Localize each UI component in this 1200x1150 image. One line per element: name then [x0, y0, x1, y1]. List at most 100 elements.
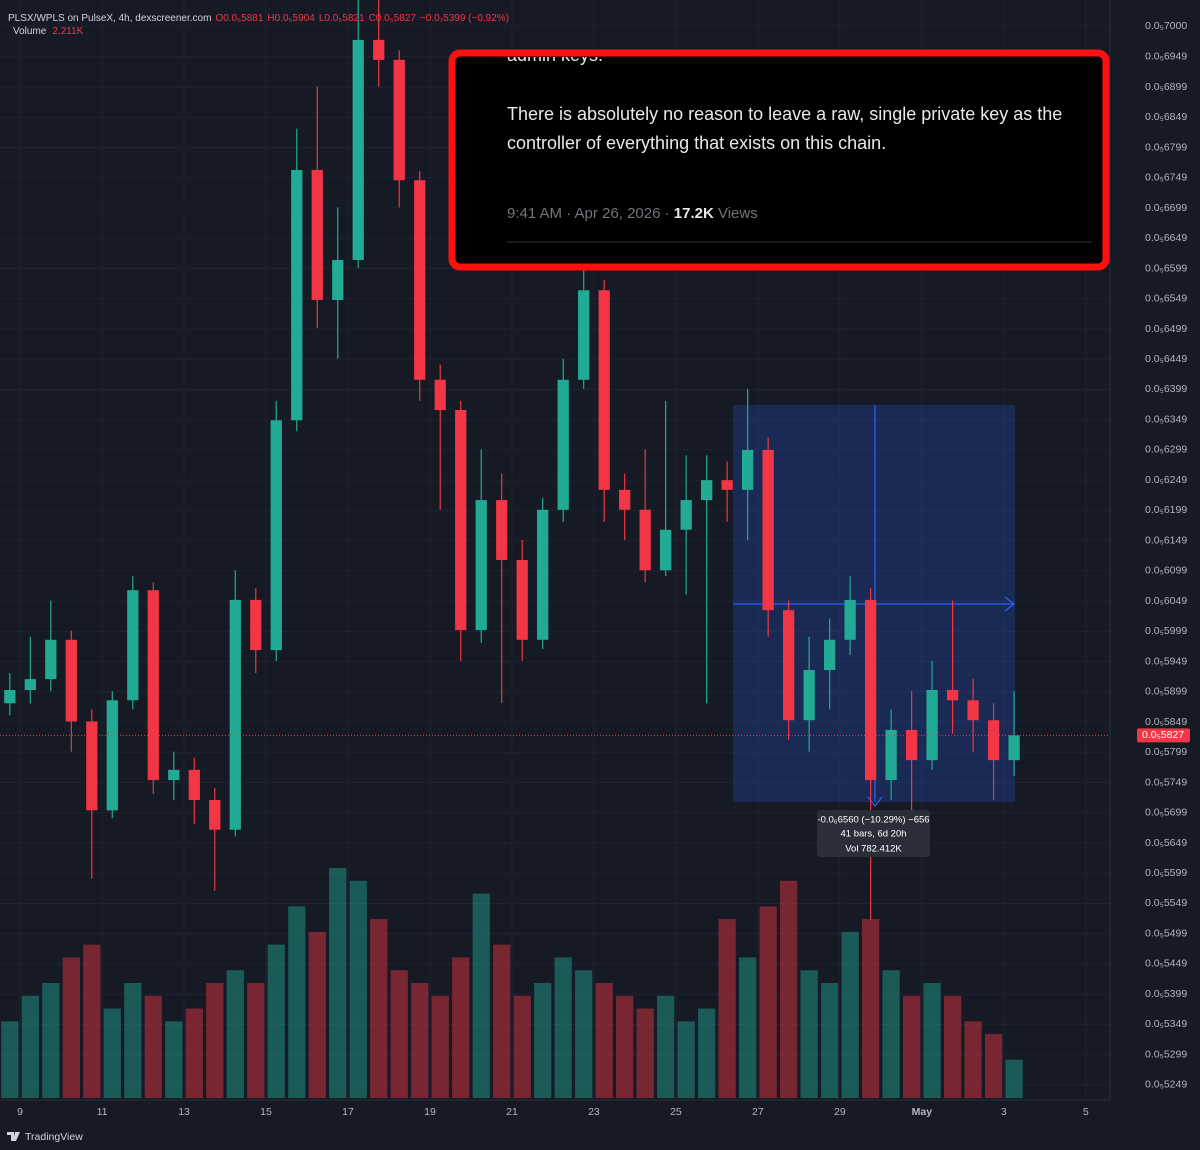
- x-tick-label: 11: [97, 1106, 108, 1118]
- volume-bar: [616, 995, 634, 1098]
- ohlc-change: −0.0₇5399 (−0.92%): [420, 13, 509, 24]
- candle-body: [967, 700, 979, 721]
- volume-bar: [636, 1008, 654, 1098]
- volume-bar: [370, 919, 388, 1098]
- volume-bar: [821, 983, 839, 1098]
- brand: TradingView: [25, 1131, 83, 1143]
- x-tick-label: 27: [752, 1106, 764, 1118]
- y-tick-label: 0.0₅5649: [1145, 837, 1187, 849]
- y-tick-label: 0.0₅6649: [1145, 232, 1187, 244]
- volume-bar: [903, 995, 921, 1098]
- volume-label: Volume: [13, 26, 47, 37]
- x-tick-label: 3: [1001, 1106, 1007, 1118]
- y-tick-label: 0.0₅5899: [1145, 686, 1187, 698]
- legend-line: PLSX/WPLS on PulseX, 4h, dexscreener.com…: [8, 13, 509, 24]
- x-tick-label: May: [912, 1106, 933, 1118]
- volume-bar: [984, 1034, 1003, 1098]
- volume-bar: [411, 983, 429, 1098]
- candle-body: [742, 449, 754, 490]
- candle-body: [393, 59, 405, 181]
- y-tick-label: 0.0₅6949: [1145, 51, 1187, 63]
- candle-body: [598, 290, 610, 490]
- y-tick-label: 0.0₅5699: [1145, 807, 1187, 819]
- y-tick-label: 0.0₅6799: [1145, 141, 1187, 153]
- x-tick-label: 19: [424, 1106, 436, 1118]
- x-tick-label: 15: [260, 1106, 272, 1118]
- candle-body: [680, 500, 692, 530]
- volume-bar: [677, 1021, 695, 1098]
- tweet-card: [448, 49, 1110, 271]
- volume-bar: [575, 970, 593, 1098]
- x-tick-label: 23: [588, 1106, 600, 1118]
- y-tick-label: 0.0₅6199: [1145, 504, 1187, 516]
- volume-bar: [493, 944, 511, 1098]
- candle-body: [127, 590, 139, 701]
- y-tick-label: 0.0₅6049: [1145, 595, 1187, 607]
- candle-body: [537, 509, 549, 640]
- candle-body: [516, 559, 528, 640]
- candle-body: [844, 599, 856, 640]
- y-tick-label: 0.0₅6299: [1145, 444, 1187, 456]
- volume-bar: [718, 919, 736, 1098]
- volume-bar: [247, 983, 265, 1098]
- y-tick-label: 0.0₅5299: [1145, 1048, 1187, 1060]
- candle-body: [1008, 735, 1020, 761]
- volume-bar: [349, 880, 367, 1098]
- candle-body: [147, 590, 159, 781]
- candle-body: [106, 700, 118, 811]
- tweet-time: 9:41 AM · Apr 26, 2026 ·: [507, 205, 674, 222]
- volume-bar: [759, 906, 777, 1098]
- tv-logo: [7, 1132, 20, 1141]
- candle-body: [946, 689, 959, 701]
- x-tick-label: 21: [506, 1106, 518, 1118]
- y-tick-label: 0.0₅5749: [1145, 776, 1187, 788]
- volume-bar: [1, 1021, 19, 1098]
- volume-bar: [452, 957, 470, 1098]
- y-tick-label: 0.0₅6249: [1145, 474, 1187, 486]
- candle-body: [557, 379, 569, 510]
- volume-bar: [83, 944, 101, 1098]
- y-tick-label: 0.0₅6349: [1145, 413, 1187, 425]
- y-tick-label: 0.0₅6699: [1145, 202, 1187, 214]
- y-tick-label: 0.0₅5949: [1145, 655, 1187, 667]
- last-price-box: [1137, 728, 1190, 743]
- volume-bar: [595, 983, 613, 1098]
- volume-bar: [308, 931, 326, 1098]
- y-tick-label: 0.0₅6549: [1145, 293, 1187, 305]
- y-tick-label: 0.0₅5349: [1145, 1018, 1187, 1030]
- y-tick-label: 0.0₅6899: [1145, 81, 1187, 93]
- candle-body: [905, 729, 918, 761]
- volume-bar: [185, 1008, 203, 1098]
- volume-bar: [267, 944, 285, 1098]
- y-tick-label: 0.0₅6499: [1145, 323, 1187, 335]
- y-tick-label: 0.0₅6399: [1145, 383, 1187, 395]
- y-tick-label: 0.0₅5799: [1145, 746, 1187, 758]
- volume-bar: [21, 995, 39, 1098]
- tweet-line: controller of everything that exists on …: [507, 133, 886, 153]
- tweet-views-label: Views: [714, 205, 758, 222]
- candle-body: [209, 800, 221, 830]
- y-tick-label: 0.0₅5499: [1145, 927, 1187, 939]
- volume-bar: [698, 1008, 716, 1098]
- candle-layer: [4, 0, 1020, 920]
- volume-bar: [329, 868, 347, 1098]
- candle-body: [229, 599, 241, 830]
- volume-bar: [841, 931, 859, 1098]
- y-tick-label: 0.0₅6099: [1145, 565, 1187, 577]
- last-price: 0.0₅5827: [0, 728, 1190, 743]
- candle-body: [332, 260, 344, 300]
- candle-body: [660, 529, 672, 571]
- volume-bar: [103, 1008, 121, 1098]
- candle-body: [762, 449, 774, 611]
- ohlc-open: O0.0₅5881: [215, 13, 263, 24]
- measure-tooltip: [817, 810, 930, 857]
- volume-bar: [513, 995, 531, 1098]
- candle-body: [455, 410, 467, 631]
- candle-body: [496, 500, 508, 560]
- volume-legend: Volume 2.211K: [13, 26, 84, 37]
- candle-body: [475, 500, 487, 631]
- candle-body: [250, 599, 262, 651]
- y-tick-label: 0.0₅5249: [1145, 1079, 1187, 1091]
- candle-body: [188, 769, 200, 801]
